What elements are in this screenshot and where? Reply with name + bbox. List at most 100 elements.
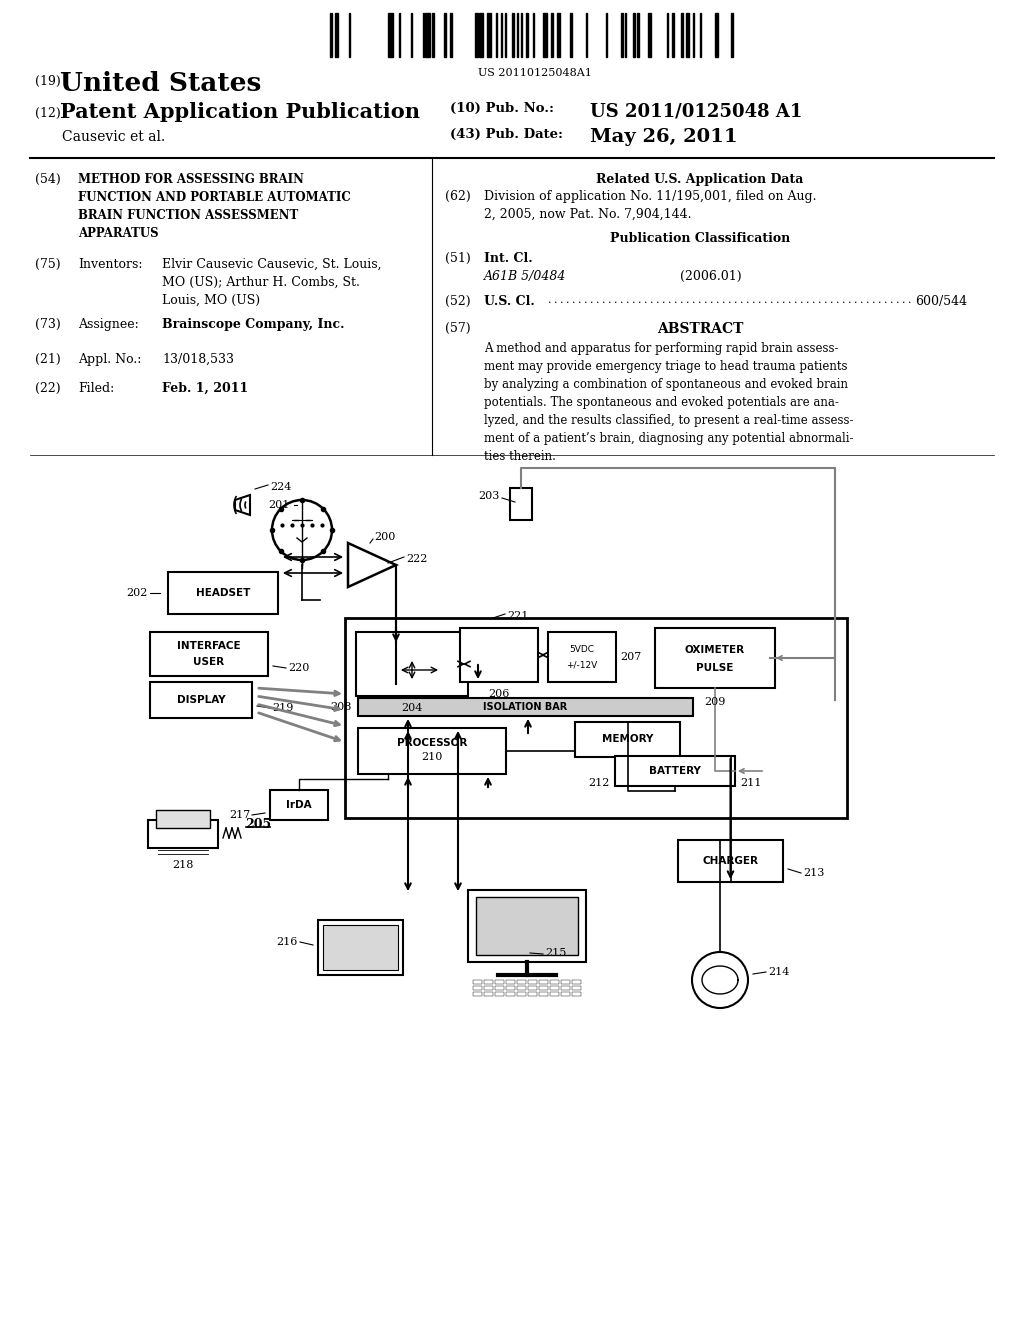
Text: (73): (73) [35, 318, 60, 331]
Bar [425, 13, 430, 57]
Text: .: . [656, 294, 659, 305]
Text: (19): (19) [35, 75, 60, 88]
Text: INTERFACE: INTERFACE [177, 642, 241, 651]
FancyBboxPatch shape [358, 698, 693, 715]
FancyBboxPatch shape [318, 920, 403, 975]
Bar [450, 13, 452, 57]
Text: .: . [794, 294, 798, 305]
Text: (57): (57) [445, 322, 471, 335]
Text: .: . [878, 294, 882, 305]
Text: .: . [806, 294, 810, 305]
Bar [444, 13, 446, 57]
Text: US 20110125048A1: US 20110125048A1 [478, 69, 592, 78]
Text: .: . [770, 294, 773, 305]
Text: .: . [800, 294, 804, 305]
Polygon shape [234, 495, 250, 515]
Bar [550, 993, 559, 997]
Text: PROCESSOR: PROCESSOR [397, 738, 467, 748]
Text: (10) Pub. No.:: (10) Pub. No.: [450, 102, 554, 115]
Text: Causevic et al.: Causevic et al. [62, 129, 165, 144]
Bar [550, 986, 559, 990]
FancyBboxPatch shape [168, 572, 278, 614]
Bar [572, 979, 581, 983]
Text: 216: 216 [276, 937, 298, 946]
Bar [572, 993, 581, 997]
Text: .: . [782, 294, 785, 305]
Text: .: . [812, 294, 815, 305]
Text: 220: 220 [288, 663, 309, 673]
Text: 212: 212 [589, 777, 610, 788]
Text: May 26, 2011: May 26, 2011 [590, 128, 737, 147]
Text: .: . [848, 294, 852, 305]
Text: .: . [716, 294, 720, 305]
FancyBboxPatch shape [460, 628, 538, 682]
FancyBboxPatch shape [156, 810, 210, 828]
Text: 203: 203 [478, 491, 500, 502]
Bar [526, 13, 528, 57]
Bar [528, 979, 537, 983]
Text: 205: 205 [245, 818, 271, 832]
Text: IrDA: IrDA [286, 800, 312, 810]
Text: +/-12V: +/-12V [566, 660, 598, 669]
Bar [572, 986, 581, 990]
FancyBboxPatch shape [150, 682, 252, 718]
Text: .: . [890, 294, 894, 305]
Text: .: . [734, 294, 737, 305]
FancyBboxPatch shape [575, 722, 680, 756]
Text: .: . [596, 294, 599, 305]
Bar [517, 979, 526, 983]
Text: .: . [686, 294, 689, 305]
FancyBboxPatch shape [148, 820, 218, 847]
Text: United States: United States [60, 71, 261, 96]
FancyBboxPatch shape [476, 898, 578, 954]
Text: U.S. Cl.: U.S. Cl. [484, 294, 535, 308]
Text: .: . [884, 294, 888, 305]
Text: 202: 202 [127, 587, 148, 598]
Text: .: . [692, 294, 695, 305]
Text: ABSTRACT: ABSTRACT [656, 322, 743, 337]
Text: Inventors:: Inventors: [78, 257, 142, 271]
Bar [487, 13, 490, 57]
Text: (51): (51) [445, 252, 471, 265]
FancyBboxPatch shape [323, 925, 398, 970]
Bar [648, 13, 651, 57]
Text: Brainscope Company, Inc.: Brainscope Company, Inc. [162, 318, 344, 331]
Text: .: . [668, 294, 672, 305]
Text: 217: 217 [228, 810, 250, 820]
Text: (52): (52) [445, 294, 471, 308]
Text: .: . [602, 294, 605, 305]
Text: 209: 209 [705, 697, 726, 708]
Bar [506, 986, 515, 990]
Text: .: . [830, 294, 834, 305]
Text: .: . [908, 294, 911, 305]
Bar [475, 13, 478, 57]
Bar [539, 986, 548, 990]
FancyBboxPatch shape [345, 618, 847, 818]
Bar [517, 986, 526, 990]
FancyBboxPatch shape [510, 488, 532, 520]
Text: Patent Application Publication: Patent Application Publication [60, 102, 420, 121]
Bar [388, 13, 393, 57]
FancyBboxPatch shape [270, 789, 328, 820]
Text: .: . [584, 294, 588, 305]
Bar [335, 13, 338, 57]
Text: .: . [572, 294, 575, 305]
Text: .: . [860, 294, 863, 305]
Text: (43) Pub. Date:: (43) Pub. Date: [450, 128, 563, 141]
Text: (12): (12) [35, 107, 60, 120]
Text: .: . [710, 294, 714, 305]
Bar [561, 993, 570, 997]
Text: METHOD FOR ASSESSING BRAIN
FUNCTION AND PORTABLE AUTOMATIC
BRAIN FUNCTION ASSESS: METHOD FOR ASSESSING BRAIN FUNCTION AND … [78, 173, 351, 240]
Text: Appl. No.:: Appl. No.: [78, 352, 141, 366]
FancyBboxPatch shape [655, 628, 775, 688]
Text: Feb. 1, 2011: Feb. 1, 2011 [162, 381, 248, 395]
Text: Elvir Causevic Causevic, St. Louis,
MO (US); Arthur H. Combs, St.
Louis, MO (US): Elvir Causevic Causevic, St. Louis, MO (… [162, 257, 382, 308]
FancyBboxPatch shape [468, 890, 586, 962]
Text: (21): (21) [35, 352, 60, 366]
FancyBboxPatch shape [678, 840, 783, 882]
Text: Int. Cl.: Int. Cl. [484, 252, 532, 265]
Text: .: . [824, 294, 827, 305]
Text: .: . [896, 294, 899, 305]
Text: BATTERY: BATTERY [649, 766, 701, 776]
Bar [672, 13, 674, 57]
